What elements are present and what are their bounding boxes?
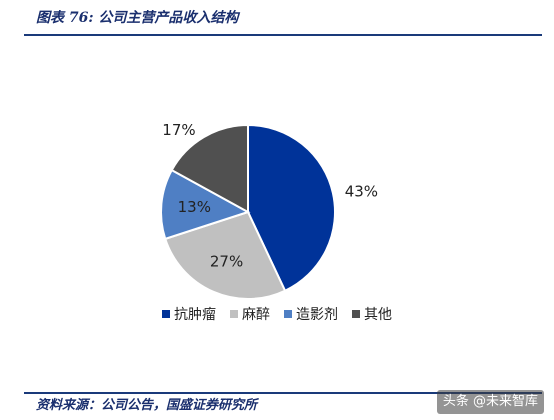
legend-item-1: 抗肿瘤: [162, 304, 216, 324]
legend-swatch: [352, 310, 360, 318]
slice-label-2: 27%: [210, 253, 243, 271]
legend-label: 造影剂: [296, 307, 338, 323]
legend-item-4: 其他: [352, 304, 392, 324]
pie-slice-1: [247, 123, 336, 293]
legend-label: 抗肿瘤: [174, 307, 216, 323]
slice-label-4: 17%: [162, 121, 195, 139]
legend-item-3: 造影剂: [284, 304, 338, 324]
legend-item-2: 麻醉: [230, 304, 270, 324]
watermark: 头条 @未来智库: [436, 390, 544, 414]
pie-slice-3: [160, 168, 251, 241]
figure-title: 图表 76: 公司主营产品收入结构: [36, 10, 239, 26]
pie-chart: 43% 27% 13% 17%: [160, 121, 378, 300]
pie-slice-4: [170, 123, 249, 214]
source-rule: [24, 392, 542, 394]
pie-slice-2: [163, 210, 287, 300]
legend-label: 麻醉: [242, 307, 270, 323]
slice-label-1: 43%: [345, 182, 378, 200]
legend-swatch: [162, 310, 170, 318]
legend-swatch: [230, 310, 238, 318]
legend-swatch: [284, 310, 292, 318]
legend-label: 其他: [364, 307, 392, 323]
slice-label-3: 13%: [178, 198, 211, 216]
chart-legend: 抗肿瘤 麻醉 造影剂 其他: [0, 304, 554, 324]
source-note: 资料来源：公司公告，国盛证券研究所: [36, 398, 258, 413]
title-rule: [24, 34, 542, 36]
